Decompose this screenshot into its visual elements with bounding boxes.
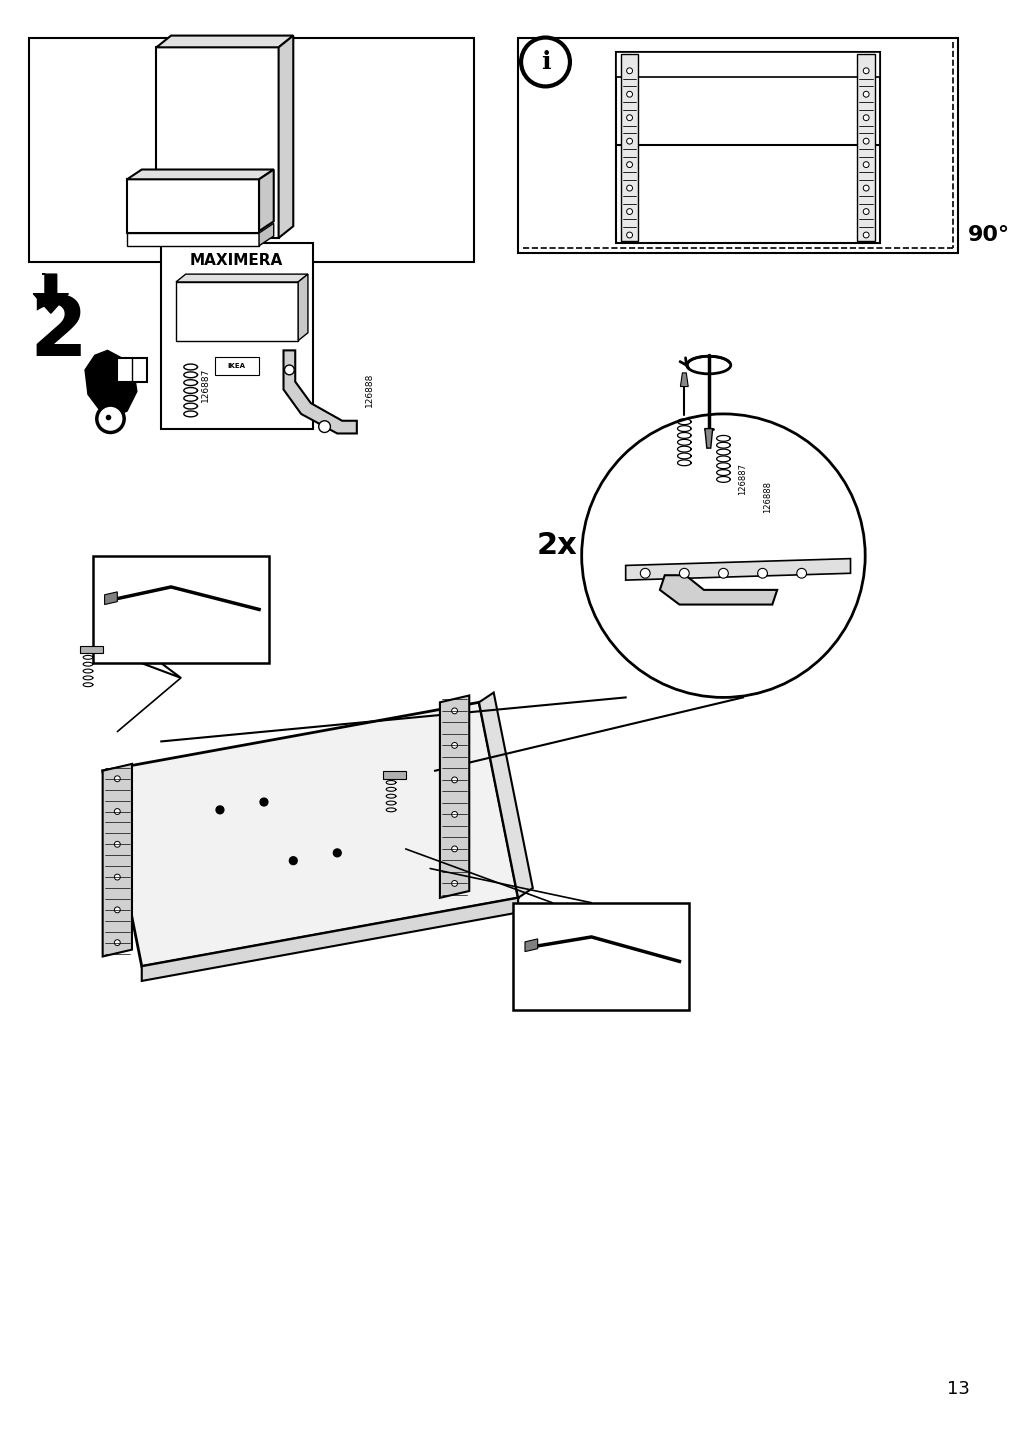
Text: 126888: 126888 xyxy=(365,372,374,407)
Circle shape xyxy=(114,776,120,782)
Circle shape xyxy=(626,92,632,97)
Circle shape xyxy=(114,809,120,815)
Polygon shape xyxy=(283,351,357,434)
Bar xyxy=(616,52,879,243)
Polygon shape xyxy=(117,358,147,382)
Circle shape xyxy=(114,906,120,912)
Circle shape xyxy=(581,414,864,697)
Circle shape xyxy=(640,569,649,579)
Circle shape xyxy=(626,162,632,168)
Circle shape xyxy=(114,939,120,945)
Bar xyxy=(518,37,957,252)
Text: i: i xyxy=(540,50,550,74)
Text: MAXIMERA: MAXIMERA xyxy=(190,253,283,268)
Circle shape xyxy=(862,92,868,97)
Circle shape xyxy=(215,806,223,813)
Circle shape xyxy=(862,162,868,168)
Circle shape xyxy=(521,37,569,86)
Circle shape xyxy=(757,569,766,579)
Text: 90°: 90° xyxy=(967,225,1009,245)
Polygon shape xyxy=(157,47,278,238)
Circle shape xyxy=(114,874,120,881)
Polygon shape xyxy=(705,428,712,448)
Polygon shape xyxy=(278,36,293,238)
Circle shape xyxy=(451,812,457,818)
Circle shape xyxy=(284,365,294,375)
Circle shape xyxy=(114,842,120,848)
Circle shape xyxy=(862,115,868,120)
Polygon shape xyxy=(33,274,69,314)
Circle shape xyxy=(862,139,868,145)
Text: 2: 2 xyxy=(29,292,87,374)
Bar xyxy=(93,556,269,663)
Polygon shape xyxy=(478,693,532,898)
Circle shape xyxy=(451,881,457,886)
Polygon shape xyxy=(127,233,259,246)
Circle shape xyxy=(678,569,688,579)
Circle shape xyxy=(451,778,457,783)
Bar xyxy=(215,357,259,375)
Polygon shape xyxy=(176,282,298,341)
Circle shape xyxy=(862,232,868,238)
Text: 126887: 126887 xyxy=(200,368,209,402)
Text: 2x: 2x xyxy=(536,531,577,560)
Circle shape xyxy=(333,849,341,856)
Bar xyxy=(513,902,688,1010)
Text: 13: 13 xyxy=(945,1379,969,1398)
Text: 126887: 126887 xyxy=(738,464,747,495)
Circle shape xyxy=(626,67,632,73)
Polygon shape xyxy=(298,274,307,341)
Polygon shape xyxy=(127,169,273,179)
Circle shape xyxy=(626,185,632,190)
Circle shape xyxy=(862,209,868,215)
Circle shape xyxy=(862,67,868,73)
Circle shape xyxy=(451,742,457,749)
Circle shape xyxy=(97,405,124,432)
Polygon shape xyxy=(142,663,181,677)
Circle shape xyxy=(260,798,268,806)
Polygon shape xyxy=(142,898,518,981)
Polygon shape xyxy=(259,223,273,246)
Circle shape xyxy=(862,185,868,190)
Polygon shape xyxy=(157,36,293,47)
Circle shape xyxy=(718,569,728,579)
Bar xyxy=(620,54,638,241)
Circle shape xyxy=(318,421,331,432)
Circle shape xyxy=(451,846,457,852)
Polygon shape xyxy=(104,591,117,604)
Polygon shape xyxy=(127,179,259,233)
Polygon shape xyxy=(440,696,469,898)
Polygon shape xyxy=(102,702,518,967)
Circle shape xyxy=(626,139,632,145)
Circle shape xyxy=(451,707,457,713)
Circle shape xyxy=(289,856,297,865)
Polygon shape xyxy=(525,939,537,952)
Polygon shape xyxy=(625,558,849,580)
Circle shape xyxy=(626,115,632,120)
Bar xyxy=(856,54,875,241)
Polygon shape xyxy=(80,646,102,653)
Polygon shape xyxy=(102,763,131,957)
Polygon shape xyxy=(85,351,136,417)
Circle shape xyxy=(796,569,806,579)
Bar xyxy=(161,243,312,428)
Polygon shape xyxy=(383,770,405,779)
Text: IKEA: IKEA xyxy=(227,364,246,369)
Polygon shape xyxy=(659,576,776,604)
Bar xyxy=(29,37,474,262)
Polygon shape xyxy=(679,372,687,387)
Text: 126888: 126888 xyxy=(762,481,771,513)
Polygon shape xyxy=(176,274,307,282)
Polygon shape xyxy=(259,169,273,231)
Circle shape xyxy=(626,209,632,215)
Bar xyxy=(616,52,879,77)
Circle shape xyxy=(626,232,632,238)
